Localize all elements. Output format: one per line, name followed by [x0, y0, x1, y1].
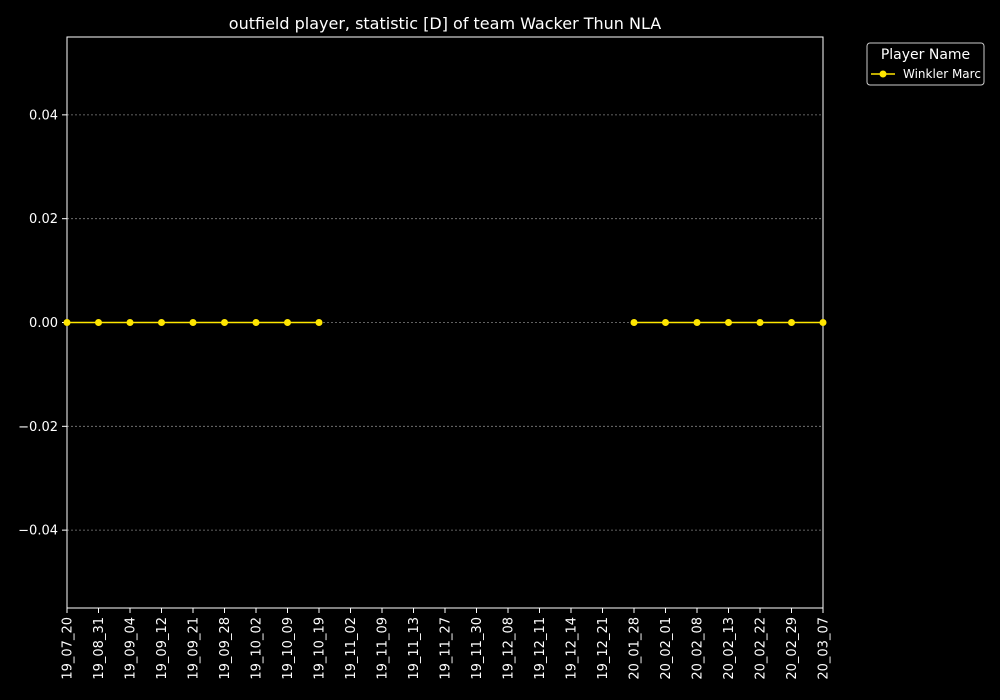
data-point	[725, 319, 732, 326]
x-tick-label: 20_03_07	[817, 617, 832, 680]
x-tick-label: 19_11_13	[407, 617, 422, 680]
x-tick-label: 19_11_27	[439, 617, 454, 680]
x-tick-label: 19_09_21	[187, 617, 202, 680]
legend: Player Name Winkler Marc	[866, 42, 985, 86]
x-tick-label: 19_09_12	[155, 617, 170, 680]
x-tick-label: 19_10_19	[313, 617, 328, 680]
x-tick-label: 19_08_31	[92, 617, 107, 680]
data-point	[693, 319, 701, 326]
chart-title: outfield player, statistic [D] of team W…	[229, 14, 661, 33]
x-tick-label: 19_11_30	[470, 617, 485, 680]
y-tick-label: 0.02	[29, 212, 58, 227]
data-point	[284, 319, 291, 326]
data-point	[158, 319, 165, 326]
x-tick-label: 19_12_08	[502, 617, 517, 680]
data-point	[788, 319, 795, 326]
legend-entry-label: Winkler Marc	[903, 67, 981, 81]
data-point	[189, 319, 197, 326]
legend-box	[866, 42, 985, 86]
data-point	[630, 319, 638, 326]
x-tick-label: 19_12_11	[533, 617, 548, 680]
y-tick-label: −0.02	[18, 420, 58, 435]
data-point	[95, 319, 102, 326]
series-layer	[63, 319, 827, 326]
data-point	[819, 319, 827, 326]
x-tick-label: 20_02_13	[722, 617, 737, 680]
data-point	[126, 319, 134, 326]
x-tick-label: 19_12_21	[596, 617, 611, 680]
data-point	[756, 319, 764, 326]
legend-marker-swatch	[879, 70, 887, 78]
x-tick-label: 19_11_02	[344, 617, 359, 680]
y-tick-label: 0.00	[29, 316, 58, 331]
x-tick-label: 19_11_09	[376, 617, 391, 680]
x-tick-label: 19_09_04	[124, 617, 139, 680]
x-tick-label: 20_02_01	[659, 617, 674, 680]
x-tick-label: 20_02_29	[785, 617, 800, 680]
data-point	[662, 319, 669, 326]
data-point	[63, 319, 71, 326]
y-tick-label: 0.04	[29, 108, 58, 123]
x-tick-label: 19_10_09	[281, 617, 296, 680]
x-tick-label: 19_07_20	[61, 617, 76, 680]
axes: −0.04 −0.02 0.00 0.02 0.04 19_07_20 19_08_31 19…	[18, 36, 832, 680]
x-tick-label: 20_01_28	[628, 617, 643, 680]
x-tick-label: 19_12_14	[565, 617, 580, 680]
y-tick-label: −0.04	[18, 524, 58, 539]
x-tick-label: 19_10_02	[250, 617, 265, 680]
legend-title: Player Name	[881, 47, 970, 63]
data-point	[252, 319, 260, 326]
data-point	[221, 319, 228, 326]
data-point	[315, 319, 323, 326]
x-tick-label: 19_09_28	[218, 617, 233, 680]
x-tick-label: 20_02_08	[691, 617, 706, 680]
x-tick-label: 20_02_22	[754, 617, 769, 680]
